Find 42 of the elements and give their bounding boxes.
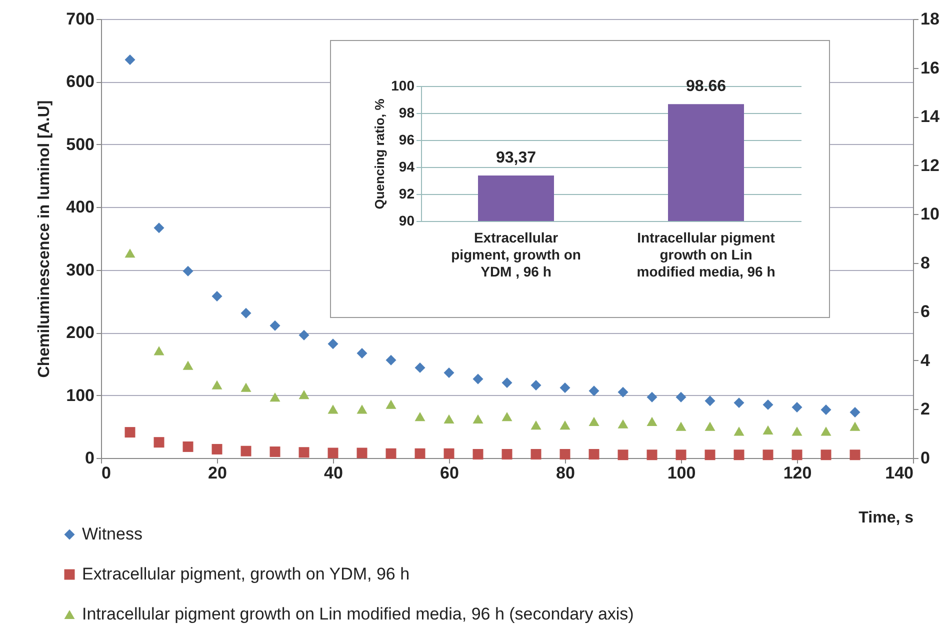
y2-tick-label: 16: [920, 58, 940, 78]
y-tick-label: 0: [85, 448, 94, 468]
x-tick-label: 0: [102, 464, 111, 482]
x-tick-label: 120: [783, 464, 812, 482]
y2-tick-label: 4: [920, 350, 930, 370]
y-tick-label: 92: [398, 186, 415, 202]
y-tick-label: 600: [66, 72, 94, 92]
x-tick-label: 60: [440, 464, 459, 482]
x-tick-label: 80: [556, 464, 575, 482]
y-tick-label: 400: [66, 198, 94, 217]
y2-tick-label: 2: [920, 400, 930, 419]
y-tick-label: 98: [398, 104, 415, 120]
y2-tick-label: 18: [920, 10, 940, 28]
legend-label: Witness: [82, 524, 142, 544]
y-tick-label: 100: [391, 78, 415, 94]
y-tick-label: 94: [398, 158, 415, 174]
y2-tick-label: 10: [920, 204, 940, 224]
y2-tick-label: 14: [920, 107, 940, 126]
x-tick-label: 140: [885, 464, 914, 482]
y-tick-label: 200: [66, 323, 94, 342]
y-axis-title: Chemiluminescence in luminol [A.U]: [36, 100, 54, 378]
y-tick-label: 90: [398, 212, 415, 228]
x-axis-title: Time, s: [858, 510, 914, 526]
y2-tick-label: 6: [920, 302, 930, 322]
y-tick-label: 500: [66, 134, 94, 154]
x-tick-label: Intracellular pigment growth on Lin modified media, 96 h: [636, 230, 776, 280]
data-label: 98.66: [686, 78, 726, 96]
y2-tick-label: 0: [920, 448, 930, 468]
legend-label: Intracellular pigment growth on Lin modified media, 96 h (secondary axis): [82, 604, 634, 624]
y-tick-label: 100: [66, 386, 94, 405]
x-tick-label: 40: [324, 464, 343, 482]
x-tick-label: Extracellular pigment, growth on YDM , 96 h: [451, 230, 581, 280]
legend-label: Extracellular pigment, growth on YDM, 96 h: [82, 564, 410, 584]
y-axis-title: Quencing ratio, %: [372, 98, 388, 210]
y-tick-label: 300: [66, 260, 94, 280]
y2-tick-label: 12: [920, 156, 940, 175]
y-tick-label: 96: [398, 132, 415, 148]
x-tick-label: 20: [208, 464, 227, 482]
y2-tick-label: 8: [920, 253, 930, 272]
data-label: 93,37: [496, 150, 536, 167]
y-tick-label: 700: [66, 10, 94, 28]
x-tick-label: 100: [667, 464, 696, 482]
